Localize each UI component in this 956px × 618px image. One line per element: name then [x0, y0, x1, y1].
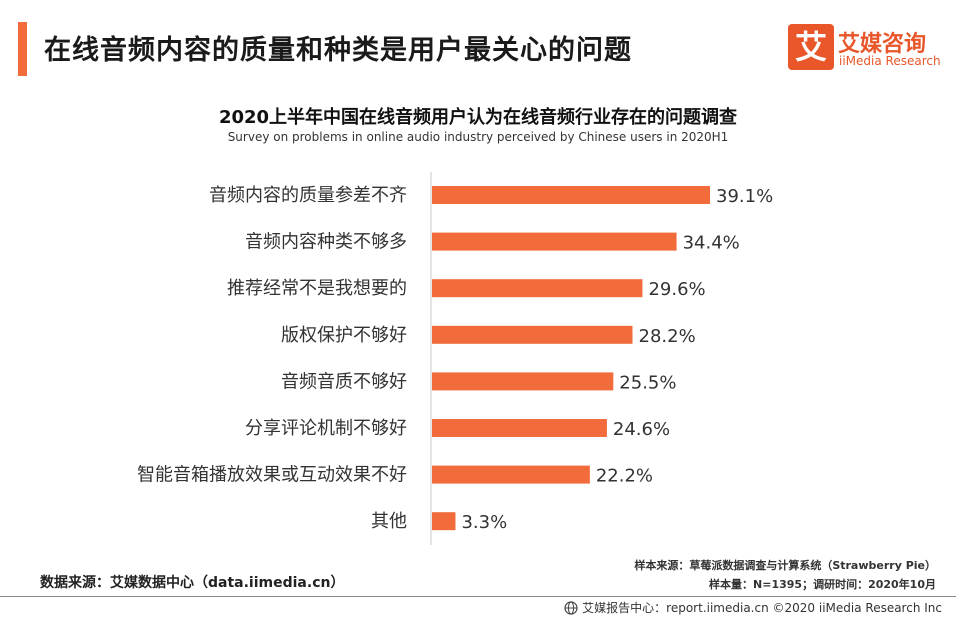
logo-name-en: iiMedia Research: [839, 54, 941, 68]
footer: 艾媒报告中心：report.iimedia.cn ©2020 iiMedia R…: [564, 599, 942, 616]
value-label: 39.1%: [716, 186, 773, 207]
title-accent-bar: [18, 22, 27, 76]
value-label: 24.6%: [613, 419, 670, 440]
logo-name-cn: 艾媒咨询: [838, 32, 927, 57]
category-label: 音频音质不够好: [281, 371, 407, 392]
category-label: 版权保护不够好: [281, 325, 407, 346]
category-label: 分享评论机制不够好: [245, 418, 407, 439]
category-label: 其他: [371, 511, 407, 532]
chart-title: 2020上半年中国在线音频用户认为在线音频行业存在的问题调查: [218, 107, 738, 128]
chart-subtitle: Survey on problems in online audio indus…: [227, 130, 729, 144]
sample-info-note: 样本量：N=1395；调研时间：2020年10月: [709, 578, 936, 591]
bar: [432, 325, 633, 344]
logo-mark-icon: 艾: [788, 24, 834, 70]
category-label: 音频内容种类不够多: [245, 232, 407, 253]
footer-text: 艾媒报告中心：report.iimedia.cn ©2020 iiMedia R…: [582, 601, 942, 615]
bar-chart: 音频内容的质量参差不齐 39.1% 音频内容种类不够多 34.4% 推荐经常不是我想要的…: [137, 172, 773, 545]
category-label: 音频内容的质量参差不齐: [209, 185, 407, 206]
bar: [432, 419, 607, 437]
value-label: 22.2%: [596, 466, 653, 487]
footer-divider: [0, 596, 956, 597]
bar: [432, 232, 677, 251]
bar: [432, 512, 456, 531]
data-source: 数据来源：艾媒数据中心（data.iimedia.cn）: [40, 575, 345, 591]
category-label: 智能音箱播放效果或互动效果不好: [137, 465, 407, 486]
bar: [432, 279, 643, 298]
value-label: 28.2%: [639, 326, 696, 347]
iimedia-logo: 艾 艾媒咨询 iiMedia Research: [788, 24, 948, 74]
bar: [432, 465, 590, 484]
sample-source-note: 样本来源：草莓派数据调查与计算系统（Strawberry Pie）: [634, 559, 936, 572]
globe-icon: [564, 600, 578, 615]
svg-text:艾: 艾: [795, 28, 827, 66]
value-label: 34.4%: [683, 233, 740, 254]
page-title: 在线音频内容的质量和种类是用户最关心的问题: [44, 35, 632, 66]
value-label: 3.3%: [461, 512, 507, 533]
value-label: 29.6%: [648, 279, 705, 300]
category-label: 推荐经常不是我想要的: [227, 278, 407, 299]
bar: [432, 372, 614, 391]
value-label: 25.5%: [619, 372, 676, 393]
bar: [432, 186, 710, 204]
